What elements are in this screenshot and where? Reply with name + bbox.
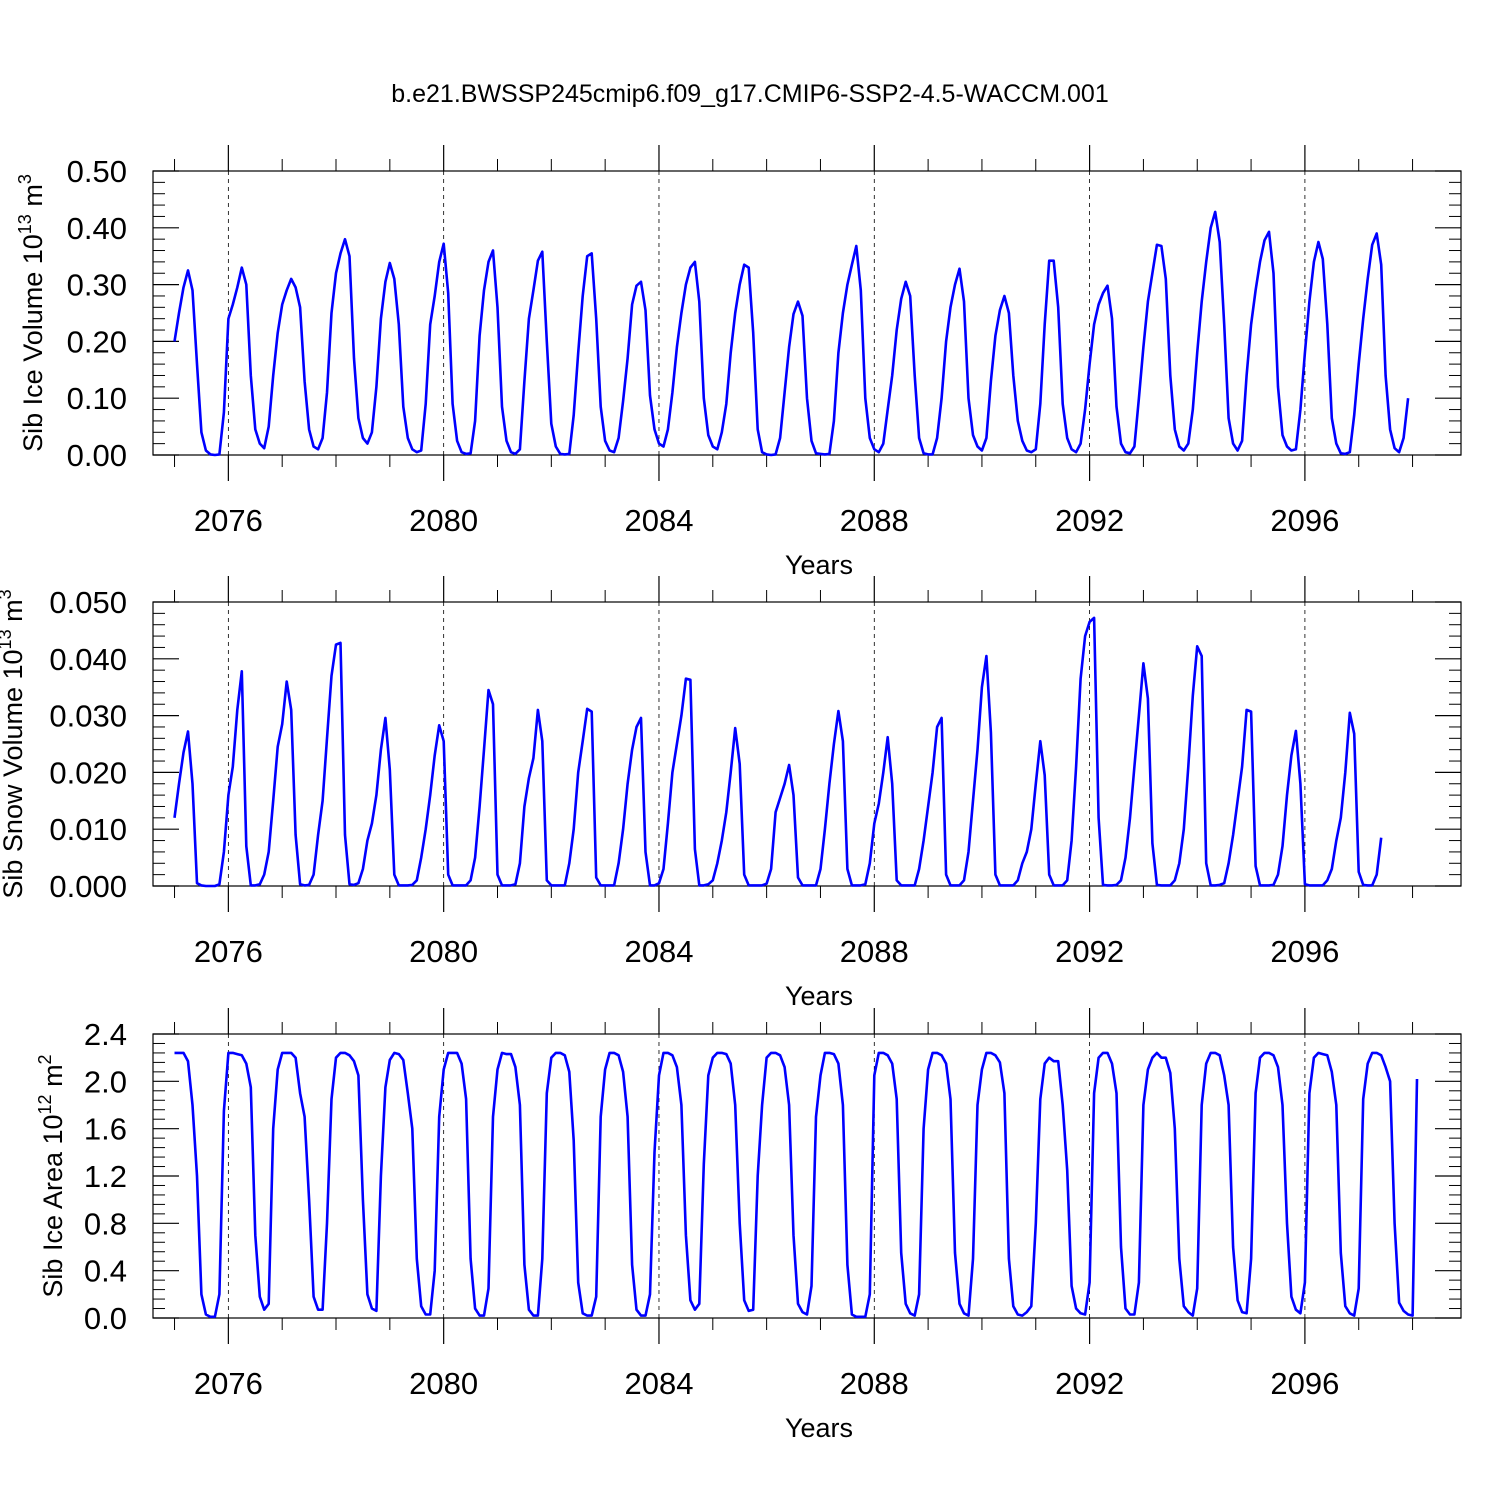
- x-tick-label: 2096: [1270, 934, 1339, 969]
- y-label-superscript: 2: [35, 1054, 55, 1064]
- y-tick-label: 0.0: [84, 1301, 127, 1336]
- y-tick-label: 0.020: [49, 755, 127, 790]
- x-tick-label: 2088: [840, 934, 909, 969]
- y-label-superscript: 3: [0, 589, 15, 599]
- x-tick-label: 2088: [840, 503, 909, 538]
- x-tick-label: 2084: [624, 1366, 693, 1401]
- x-tick-label: 2080: [409, 503, 478, 538]
- y-label-text: m: [18, 184, 48, 214]
- y-label-superscript: 13: [0, 629, 15, 649]
- panel-1: 2076 2080 2084 2088 2092 2096 0.00 0.10 0.20 0.30…: [15, 145, 1462, 580]
- y-label-text: m: [0, 599, 28, 629]
- series-line-1: [173, 210, 1410, 457]
- y-axis-label: Sib Ice Area 1012 m2: [35, 1054, 68, 1297]
- y-label-text: Sib Snow Volume 10: [0, 649, 28, 898]
- y-tick-label: 2.4: [84, 1017, 127, 1052]
- x-tick-label: 2088: [840, 1366, 909, 1401]
- y-label-superscript: 13: [15, 214, 35, 234]
- y-tick-label: 0.010: [49, 812, 127, 847]
- y-tick-label: 0.4: [84, 1254, 127, 1289]
- panel-3: 2076 2080 2084 2088 2092 2096 0.0 0.4 0.8 1.2 1.6 2…: [35, 1008, 1462, 1443]
- y-tick-label: 0.000: [49, 869, 127, 904]
- y-label-text: m: [38, 1064, 68, 1094]
- x-tick-label: 2076: [194, 1366, 263, 1401]
- y-tick-label: 0.050: [49, 585, 127, 620]
- y-tick-label: 1.6: [84, 1112, 127, 1147]
- y-tick-label: 0.030: [49, 699, 127, 734]
- x-tick-label: 2092: [1055, 503, 1124, 538]
- y-tick-label: 0.40: [67, 211, 127, 246]
- y-label-superscript: 12: [35, 1094, 55, 1114]
- x-tick-label: 2084: [624, 503, 693, 538]
- x-tick-label: 2076: [194, 503, 263, 538]
- series-line-2: [173, 616, 1383, 888]
- panel-2: 2076 2080 2084 2088 2092 2096 0.000 0.010 0.020 0…: [0, 576, 1462, 1011]
- x-tick-label: 2084: [624, 934, 693, 969]
- x-tick-label: 2092: [1055, 934, 1124, 969]
- plot-frame: [152, 1033, 1462, 1319]
- y-label-text: Sib Ice Area 10: [38, 1114, 68, 1297]
- x-tick-label: 2076: [194, 934, 263, 969]
- x-tick-label: 2092: [1055, 1366, 1124, 1401]
- y-tick-label: 0.8: [84, 1206, 127, 1241]
- y-tick-label: 0.30: [67, 268, 127, 303]
- y-label-superscript: 3: [15, 174, 35, 184]
- y-tick-label: 0.00: [67, 438, 127, 473]
- y-tick-label: 1.2: [84, 1159, 127, 1194]
- plot-frame: [152, 170, 1462, 456]
- y-axis-label: Sib Snow Volume 1013 m3: [0, 589, 28, 898]
- x-tick-label: 2080: [409, 934, 478, 969]
- figure-title: b.e21.BWSSP245cmip6.f09_g17.CMIP6-SSP2-4…: [391, 80, 1109, 108]
- series-line-3: [174, 1051, 1419, 1319]
- y-tick-label: 2.0: [84, 1064, 127, 1099]
- x-axis-label: Years: [785, 550, 853, 580]
- y-tick-label: 0.10: [67, 381, 127, 416]
- y-tick-label: 0.50: [67, 154, 127, 189]
- x-axis-label: Years: [785, 1413, 853, 1443]
- y-label-text: Sib Ice Volume 10: [18, 234, 48, 452]
- y-axis-label: Sib Ice Volume 1013 m3: [15, 174, 48, 452]
- plot-frame: [152, 601, 1462, 887]
- y-tick-label: 0.040: [49, 642, 127, 677]
- x-tick-label: 2080: [409, 1366, 478, 1401]
- x-tick-label: 2096: [1270, 1366, 1339, 1401]
- x-tick-label: 2096: [1270, 503, 1339, 538]
- x-axis-label: Years: [785, 981, 853, 1011]
- y-tick-label: 0.20: [67, 324, 127, 359]
